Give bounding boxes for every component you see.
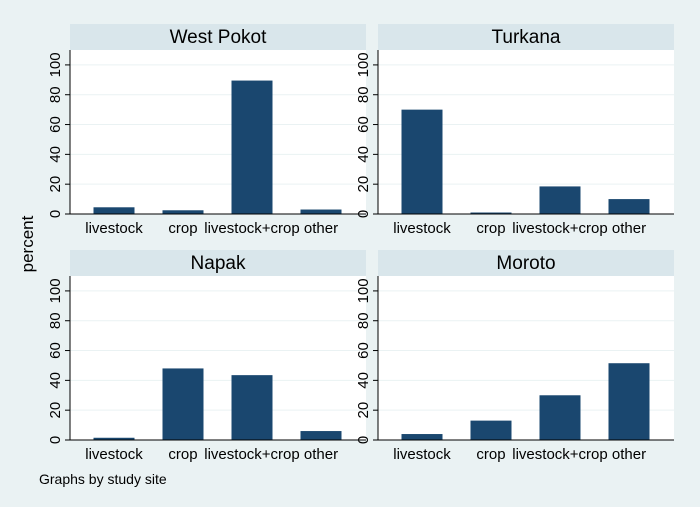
- bar-livestock-plus-crop: [231, 80, 273, 215]
- y-tick-label: 40: [355, 372, 372, 389]
- category-label: other: [304, 220, 338, 237]
- category-label: livestock+crop: [204, 220, 299, 237]
- category-label: livestock+crop: [512, 220, 607, 237]
- panel-title-strip: [70, 250, 366, 276]
- category-label: crop: [168, 220, 197, 237]
- y-tick-label: 0: [47, 436, 64, 444]
- panel-title: Turkana: [492, 27, 561, 48]
- y-tick-label: 20: [355, 402, 372, 419]
- panel-turkana: Turkana 0 20 40 60 80 100 livestock crop livestoc…: [355, 24, 674, 237]
- bar-other: [300, 431, 342, 440]
- y-tick-label: 20: [47, 176, 64, 193]
- panel-moroto: Moroto 0 20 40 60 80 100 livestock crop livestock…: [355, 250, 674, 463]
- y-tick-label: 40: [47, 372, 64, 389]
- y-tick-label: 100: [47, 278, 64, 303]
- panel-title: Napak: [191, 253, 246, 274]
- category-label: crop: [168, 446, 197, 463]
- graphs-note: Graphs by study site: [39, 471, 167, 487]
- category-label: livestock: [393, 446, 451, 463]
- y-tick-label: 100: [47, 52, 64, 77]
- category-label: other: [304, 446, 338, 463]
- category-label: livestock: [85, 220, 143, 237]
- bar-livestock-plus-crop: [539, 186, 581, 214]
- panel-title: West Pokot: [170, 27, 268, 48]
- y-tick-label: 40: [355, 146, 372, 163]
- bar-livestock: [401, 109, 443, 214]
- y-tick-label: 20: [47, 402, 64, 419]
- y-tick-label: 0: [47, 210, 64, 218]
- bar-crop: [470, 212, 512, 214]
- panel-title: Moroto: [496, 253, 555, 274]
- y-tick-label: 80: [47, 86, 64, 103]
- y-axis-title: percent: [18, 215, 37, 272]
- category-label: livestock+crop: [204, 446, 299, 463]
- plot-area: [70, 276, 366, 440]
- y-tick-label: 60: [355, 116, 372, 133]
- y-tick-label: 100: [355, 52, 372, 77]
- y-tick-label: 100: [355, 278, 372, 303]
- bar-livestock: [401, 434, 443, 440]
- y-tick-label: 60: [47, 116, 64, 133]
- bar-other: [608, 199, 650, 214]
- category-label: other: [612, 446, 646, 463]
- bar-crop: [470, 420, 512, 440]
- bar-livestock-plus-crop: [231, 375, 273, 440]
- category-label: livestock: [85, 446, 143, 463]
- y-tick-label: 20: [355, 176, 372, 193]
- panel-title-strip: [378, 24, 674, 50]
- bar-other: [608, 363, 650, 440]
- plot-area: [70, 50, 366, 214]
- y-tick-label: 40: [47, 146, 64, 163]
- y-tick-label: 80: [355, 312, 372, 329]
- panel-title-strip: [378, 250, 674, 276]
- panel-napak: Napak 0 20 40 60 80 100 livestock crop livestock+…: [47, 250, 366, 463]
- y-tick-label: 60: [355, 342, 372, 359]
- category-label: livestock: [393, 220, 451, 237]
- category-label: other: [612, 220, 646, 237]
- bar-livestock: [93, 207, 135, 214]
- panel-title-strip: [70, 24, 366, 50]
- bar-crop: [162, 210, 204, 214]
- bar-crop: [162, 368, 204, 440]
- y-tick-label: 80: [355, 86, 372, 103]
- y-tick-label: 80: [47, 312, 64, 329]
- category-label: crop: [476, 446, 505, 463]
- bar-other: [300, 209, 342, 214]
- y-tick-label: 60: [47, 342, 64, 359]
- bar-livestock-plus-crop: [539, 395, 581, 440]
- category-label: livestock+crop: [512, 446, 607, 463]
- category-label: crop: [476, 220, 505, 237]
- y-tick-label: 0: [355, 210, 372, 218]
- panel-west-pokot: West Pokot 0 20 40 60 80 100 livestock crop lives…: [47, 24, 366, 237]
- y-tick-label: 0: [355, 436, 372, 444]
- bar-livestock: [93, 437, 135, 440]
